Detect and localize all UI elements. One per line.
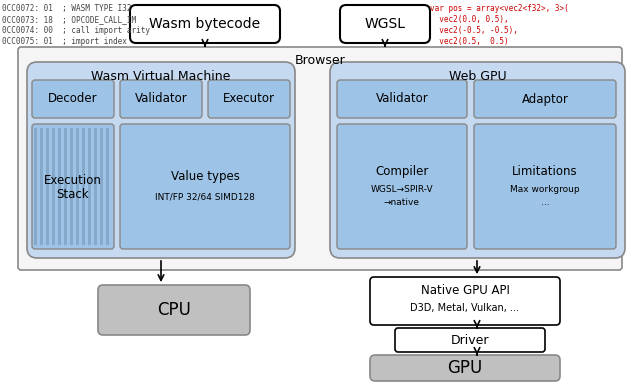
Text: Browser: Browser (294, 53, 346, 66)
FancyBboxPatch shape (330, 62, 625, 258)
Text: Execution: Execution (44, 174, 102, 187)
Text: D3D, Metal, Vulkan, ...: D3D, Metal, Vulkan, ... (410, 303, 520, 313)
Text: Validator: Validator (134, 93, 188, 106)
Bar (58, 128, 61, 245)
Bar (94, 128, 97, 245)
Bar (46, 128, 49, 245)
Text: 0CC0075: 01  ; import index: 0CC0075: 01 ; import index (2, 37, 127, 46)
FancyBboxPatch shape (32, 124, 114, 249)
Text: 0CC0073: 18  ; OPCODE_CALL_IM: 0CC0073: 18 ; OPCODE_CALL_IM (2, 15, 136, 24)
Text: WGSL: WGSL (365, 17, 406, 31)
Text: vec2(-0.5, -0.5),: vec2(-0.5, -0.5), (430, 26, 518, 35)
Text: Limitations: Limitations (512, 165, 578, 178)
FancyBboxPatch shape (18, 47, 622, 270)
FancyBboxPatch shape (395, 328, 545, 352)
FancyBboxPatch shape (370, 355, 560, 381)
FancyBboxPatch shape (27, 62, 295, 258)
Text: Value types: Value types (171, 170, 239, 183)
Text: Compiler: Compiler (375, 165, 429, 178)
Bar (88, 128, 91, 245)
Bar (106, 128, 109, 245)
Text: WGSL→SPIR-V: WGSL→SPIR-V (371, 185, 433, 194)
FancyBboxPatch shape (120, 124, 290, 249)
FancyBboxPatch shape (130, 5, 280, 43)
Bar (76, 128, 79, 245)
Text: vec2(0.5,  0.5): vec2(0.5, 0.5) (430, 37, 509, 46)
Text: 0CC0074: 00  ; call import arity: 0CC0074: 00 ; call import arity (2, 26, 150, 35)
Text: Executor: Executor (223, 93, 275, 106)
FancyBboxPatch shape (98, 285, 250, 335)
Text: Max workgroup: Max workgroup (510, 185, 580, 194)
Text: Validator: Validator (376, 93, 428, 106)
Text: Wasm bytecode: Wasm bytecode (149, 17, 260, 31)
Text: CPU: CPU (157, 301, 191, 319)
FancyBboxPatch shape (337, 124, 467, 249)
Text: INT/FP 32/64 SIMD128: INT/FP 32/64 SIMD128 (155, 192, 255, 201)
Text: Decoder: Decoder (48, 93, 98, 106)
FancyBboxPatch shape (474, 80, 616, 118)
Text: GPU: GPU (447, 359, 483, 377)
Text: →native: →native (384, 198, 420, 207)
FancyBboxPatch shape (370, 277, 560, 325)
Text: 0CC0072: 01  ; WASM TYPE I32: 0CC0072: 01 ; WASM TYPE I32 (2, 4, 131, 13)
Text: vec2(0.0, 0.5),: vec2(0.0, 0.5), (430, 15, 509, 24)
Text: Stack: Stack (57, 188, 90, 201)
FancyBboxPatch shape (337, 80, 467, 118)
FancyBboxPatch shape (340, 5, 430, 43)
Bar (100, 128, 103, 245)
Text: ...: ... (541, 198, 549, 207)
Bar (70, 128, 73, 245)
FancyBboxPatch shape (32, 80, 114, 118)
FancyBboxPatch shape (474, 124, 616, 249)
FancyBboxPatch shape (208, 80, 290, 118)
Bar (34, 128, 37, 245)
Text: Web GPU: Web GPU (449, 70, 506, 83)
Bar (82, 128, 85, 245)
Text: Adaptor: Adaptor (522, 93, 568, 106)
Text: Wasm Virtual Machine: Wasm Virtual Machine (92, 70, 230, 83)
Text: Native GPU API: Native GPU API (420, 285, 509, 298)
Bar (40, 128, 43, 245)
Text: Driver: Driver (451, 333, 489, 346)
Text: var pos = array<vec2<f32>, 3>(: var pos = array<vec2<f32>, 3>( (430, 4, 569, 13)
Bar (52, 128, 55, 245)
FancyBboxPatch shape (120, 80, 202, 118)
Bar (64, 128, 67, 245)
